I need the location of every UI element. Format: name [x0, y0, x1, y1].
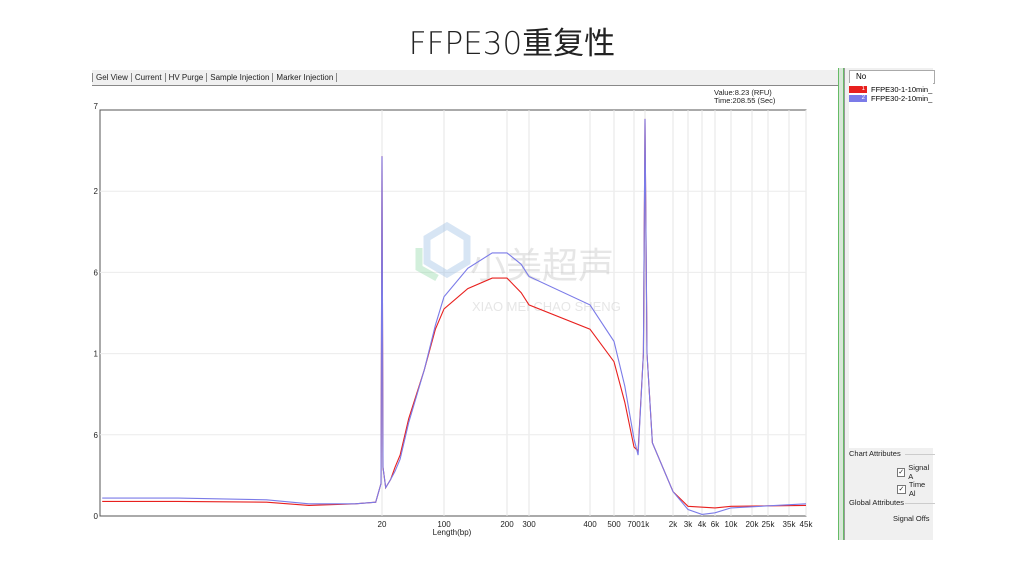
checkbox-label: Signal A	[908, 463, 930, 481]
tab-sample-injection[interactable]: Sample Injection	[207, 73, 274, 82]
x-tick-label: 4k	[698, 520, 707, 529]
sample-item[interactable]: 2 FFPE30-2-10min_	[849, 94, 932, 103]
watermark-subtext: XIAO MEI CHAO SHENG	[472, 299, 621, 314]
watermark-logo: 小美超声 XIAO MEI CHAO SHENG	[415, 221, 621, 314]
x-tick-label: 1k	[641, 520, 650, 529]
tab-marker-injection[interactable]: Marker Injection	[273, 73, 338, 82]
time-checkbox[interactable]: ✓ Time Al	[897, 480, 933, 498]
time-readout: Time:208.55 (Sec)	[714, 96, 776, 105]
y-tick-label: 2	[94, 187, 99, 196]
signal-offset-label: Signal Offs	[893, 514, 930, 523]
tab-hv-purge[interactable]: HV Purge	[166, 73, 208, 82]
check-icon: ✓	[897, 484, 906, 494]
check-icon: ✓	[897, 467, 906, 477]
x-tick-label: 20k	[746, 520, 760, 529]
x-tick-label: 700	[627, 520, 641, 529]
x-tick-label: 20	[378, 520, 387, 529]
watermark-text: 小美超声	[470, 245, 614, 286]
logo-leaf-icon	[415, 248, 439, 282]
x-tick-label: 10k	[725, 520, 739, 529]
slide-title: FFPE30重复性	[408, 26, 616, 62]
checkbox-label: Time Al	[908, 480, 926, 498]
splitter[interactable]	[838, 68, 844, 540]
x-tick-label: 45k	[800, 520, 814, 529]
divider	[905, 454, 935, 455]
x-tick-label: 3k	[684, 520, 693, 529]
x-tick-label: 2k	[669, 520, 678, 529]
x-tick-label: 100	[437, 520, 451, 529]
x-tick-label: 6k	[711, 520, 720, 529]
global-attributes-label: Global Attributes	[849, 498, 905, 507]
y-tick-label: 1	[94, 350, 99, 359]
sample-name: FFPE30-2-10min_	[871, 94, 933, 103]
y-tick-label: 0	[94, 512, 99, 521]
app-screenshot: 20 100 200 300 400 500 700 1k 2k 3k 4k 6k 10k 20k 25k 3…	[92, 68, 935, 540]
list-header: No	[849, 70, 935, 84]
color-swatch: 2	[849, 95, 867, 102]
plot-area	[99, 109, 807, 517]
divider	[905, 503, 935, 504]
tab-gel-view[interactable]: Gel View	[92, 73, 132, 82]
x-tick-label: 25k	[762, 520, 776, 529]
logo-hexagon-icon	[423, 221, 471, 279]
x-tick-label: 500	[607, 520, 621, 529]
sample-list: 1 FFPE30-1-10min_ 2 FFPE30-2-10min_	[849, 83, 933, 448]
x-axis-label: Length(bp)	[433, 528, 472, 537]
value-readout: Value:8.23 (RFU)	[714, 88, 772, 97]
x-tick-label: 400	[583, 520, 597, 529]
sample-item[interactable]: 1 FFPE30-1-10min_	[849, 85, 932, 94]
y-tick-label: 7	[94, 102, 99, 111]
y-tick-label: 6	[94, 268, 99, 277]
x-tick-label: 35k	[783, 520, 797, 529]
sample-name: FFPE30-1-10min_	[871, 85, 933, 94]
right-panel: No 1 FFPE30-1-10min_ 2 FFPE30-2-10min_ Cha…	[844, 68, 935, 540]
x-tick-label: 200	[500, 520, 514, 529]
electropherogram-chart: 20 100 200 300 400 500 700 1k 2k 3k 4k 6k 10k 20k 25k 3…	[94, 102, 814, 537]
x-tick-label: 300	[522, 520, 536, 529]
y-tick-label: 6	[94, 431, 99, 440]
chart-attributes-label: Chart Attributes	[849, 449, 901, 458]
cursor-readout: Value:8.23 (RFU) Time:208.55 (Sec)	[714, 89, 775, 105]
no-column-header[interactable]: No	[856, 72, 867, 81]
color-swatch: 1	[849, 86, 867, 93]
tab-current[interactable]: Current	[132, 73, 166, 82]
series-line-2	[102, 118, 807, 515]
tab-bar: Gel View Current HV Purge Sample Injecti…	[92, 70, 838, 86]
signal-checkbox[interactable]: ✓ Signal A	[897, 463, 933, 481]
